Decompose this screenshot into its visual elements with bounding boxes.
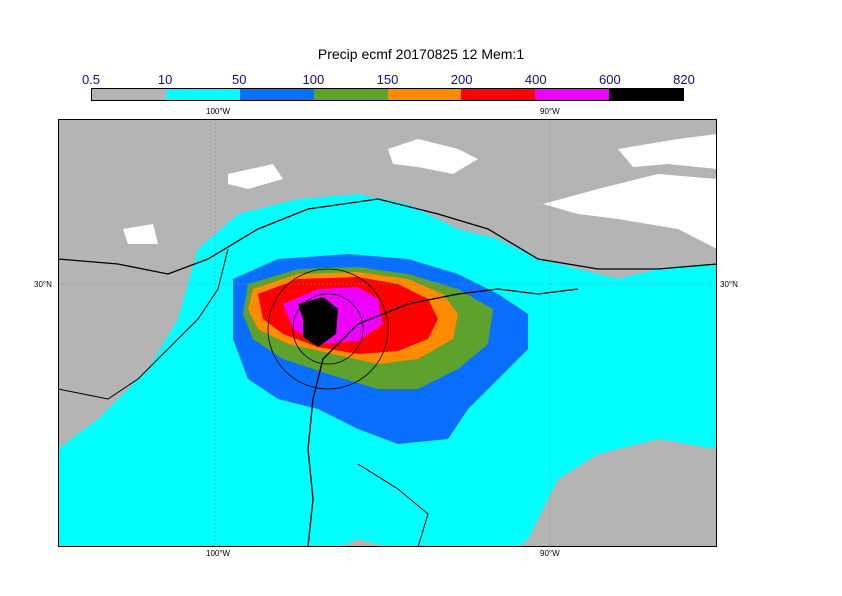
no-precip-patch — [388, 139, 478, 174]
map-frame — [58, 119, 717, 547]
legend-swatch-1 — [165, 89, 240, 100]
legend-swatch-6 — [535, 89, 610, 100]
color-legend-bar — [91, 88, 684, 101]
legend-labels: 0.5 10 50 100 150 200 400 600 820 — [0, 72, 842, 90]
border-line — [58, 248, 229, 400]
chart-title: Precip ecmf 20170825 12 Mem:1 — [317, 46, 525, 62]
legend-label-1: 10 — [157, 72, 173, 87]
no-precip-patch — [228, 164, 283, 189]
legend-swatch-2 — [239, 89, 314, 100]
legend-swatch-0 — [92, 89, 166, 100]
lat-label-right-30n: 30°N — [720, 280, 738, 289]
gulf-gray-patch — [598, 439, 717, 547]
legend-label-0: 0.5 — [81, 72, 101, 87]
coastline — [58, 198, 717, 275]
no-precip-patch — [618, 134, 717, 169]
no-precip-patch — [543, 174, 717, 249]
lon-label-top-90w: 90°W — [540, 107, 560, 116]
lon-label-bottom-90w: 90°W — [540, 549, 560, 558]
legend-swatch-5 — [461, 89, 536, 100]
lat-label-left-30n: 30°N — [34, 280, 52, 289]
legend-label-4: 150 — [376, 72, 399, 87]
legend-label-3: 100 — [302, 72, 325, 87]
legend-swatch-4 — [387, 89, 462, 100]
precip-600-820 — [298, 297, 338, 347]
storm-track — [357, 463, 429, 547]
legend-label-6: 400 — [524, 72, 547, 87]
legend-swatch-3 — [313, 89, 388, 100]
legend-label-7: 600 — [599, 72, 621, 87]
lon-label-top-100w: 100°W — [206, 107, 231, 116]
legend-label-2: 50 — [232, 72, 247, 87]
legend-label-8: 820 — [673, 72, 695, 87]
legend-swatch-7 — [609, 89, 683, 100]
isobar — [292, 293, 364, 365]
no-precip-patch — [123, 224, 158, 244]
isobar — [267, 268, 389, 390]
coastline-texas — [307, 288, 579, 547]
precip-map — [58, 119, 717, 547]
legend-label-5: 200 — [450, 72, 473, 87]
lon-label-bottom-100w: 100°W — [206, 549, 231, 558]
